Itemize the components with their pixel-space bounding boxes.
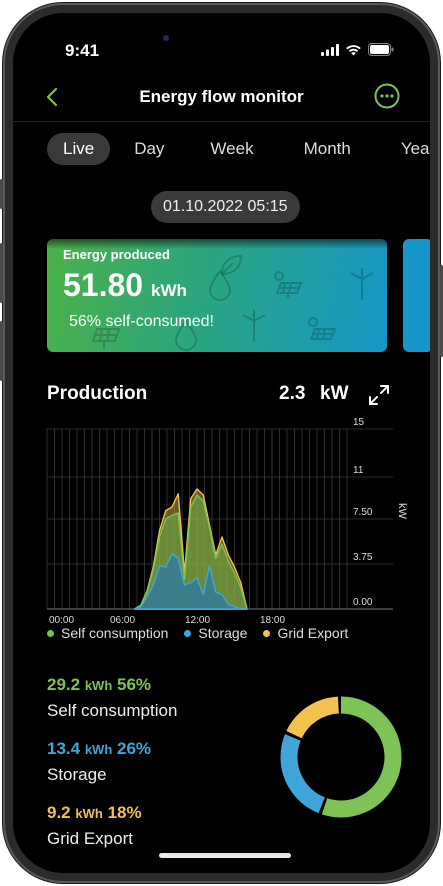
power-button (440, 265, 443, 357)
energy-produced-card[interactable]: Energy produced 51.80 kWh 56% self-consu… (47, 239, 387, 352)
phone-frame: 9:41 Energy f (0, 3, 443, 883)
stat-self-consumption: 29.2 kWh 56% Self consumption (47, 675, 177, 721)
legend-dot (184, 629, 192, 637)
production-chart: 15 11 7.50 3.75 0.00 00:00 06:00 12:00 18:00 kW (46, 417, 408, 626)
x-tick-label: 06:00 (110, 615, 135, 626)
legend-label: Grid Export (277, 625, 349, 641)
water-drop-icon (174, 319, 198, 351)
production-title: Production (47, 383, 148, 404)
home-indicator[interactable] (159, 853, 291, 858)
stat-label: Storage (47, 765, 107, 784)
period-tabs: Live Day Week Month Yea (47, 133, 430, 165)
legend-dot (263, 629, 271, 637)
stat-unit: kWh (75, 806, 103, 821)
tab-live[interactable]: Live (47, 133, 111, 165)
y-tick-label: 11 (353, 465, 364, 476)
x-tick-label: 00:00 (49, 615, 74, 626)
chart-legend: Self consumption Storage Grid Export (47, 625, 348, 641)
legend-dot (47, 629, 54, 637)
stat-label: Grid Export (47, 829, 133, 848)
tab-day[interactable]: Day (134, 139, 165, 158)
legend-item-self-consumption: Self consumption (47, 625, 168, 641)
y-tick-label: 0.00 (353, 597, 373, 608)
energy-produced-unit: kWh (151, 281, 187, 300)
status-time: 9:41 (65, 41, 100, 60)
donut-segment-storage (280, 696, 402, 818)
x-tick-label: 12:00 (185, 615, 210, 626)
chevron-left-icon[interactable] (43, 85, 63, 109)
page-title: Energy flow monitor (139, 87, 304, 106)
legend-item-grid-export: Grid Export (263, 625, 348, 641)
stat-grid-export: 9.2 kWh 18% Grid Export (47, 803, 142, 849)
y-tick-label: 3.75 (353, 552, 373, 563)
self-consumed-text: 56% self-consumed! (69, 313, 214, 330)
card-top-fade (47, 223, 387, 249)
energy-produced-value: 51.80 (63, 267, 144, 303)
stat-label: Self consumption (47, 701, 178, 720)
legend-item-storage: Storage (184, 625, 247, 641)
volume-down-button (0, 321, 3, 381)
expand-icon[interactable] (367, 383, 391, 407)
stat-values: 13.4 kWh 26% (47, 739, 151, 759)
stat-value: 29.2 (47, 675, 81, 694)
status-icons (321, 43, 394, 56)
next-card-peek[interactable] (403, 239, 430, 352)
solar-panel-icon (308, 317, 337, 340)
stat-value: 9.2 (47, 803, 71, 822)
screen: 9:41 Energy f (13, 13, 430, 873)
legend-label: Storage (198, 625, 248, 641)
water-drop-icon (208, 269, 232, 301)
energy-split-donut (280, 696, 402, 818)
donut-segment-self-consumption (280, 696, 402, 818)
silent-switch (0, 179, 3, 209)
nav-divider (13, 121, 430, 122)
area-series-storage (133, 553, 248, 610)
leaf-icon (220, 254, 243, 276)
more-horizontal-circle-icon[interactable] (374, 83, 400, 109)
stat-percent: 26% (117, 739, 152, 758)
tab-month[interactable]: Month (303, 139, 351, 158)
card-title: Energy produced (63, 247, 170, 262)
legend-label: Self consumption (61, 625, 169, 641)
stat-value: 13.4 (47, 739, 81, 758)
stat-values: 29.2 kWh 56% (47, 675, 177, 695)
date-pill[interactable]: 01.10.2022 05:15 (151, 191, 300, 223)
volume-up-button (0, 243, 3, 303)
stat-unit: kWh (84, 678, 113, 693)
y-tick-label: 7.50 (353, 507, 373, 518)
stat-values: 9.2 kWh 18% (47, 803, 142, 823)
y-axis-label: kW (396, 503, 408, 520)
navigation-bar: Energy flow monitor (13, 75, 430, 119)
production-unit: kW (320, 383, 349, 404)
y-tick-label: 15 (353, 417, 365, 428)
stat-percent: 18% (107, 803, 142, 822)
wind-turbine-icon (242, 310, 266, 342)
battery-icon (368, 43, 394, 56)
wind-turbine-icon (350, 268, 374, 300)
stat-storage: 13.4 kWh 26% Storage (47, 739, 151, 785)
cellular-signal-icon (321, 43, 339, 56)
stat-unit: kWh (84, 742, 113, 757)
stat-percent: 56% (117, 675, 152, 694)
tab-year[interactable]: Yea (400, 139, 430, 158)
x-tick-label: 18:00 (260, 615, 285, 626)
wifi-icon (346, 44, 361, 55)
production-value: 2.3 (279, 383, 306, 404)
solar-panel-icon (91, 328, 121, 349)
solar-panel-icon (274, 271, 303, 298)
camera-dot (163, 35, 169, 41)
tab-week[interactable]: Week (210, 139, 254, 158)
